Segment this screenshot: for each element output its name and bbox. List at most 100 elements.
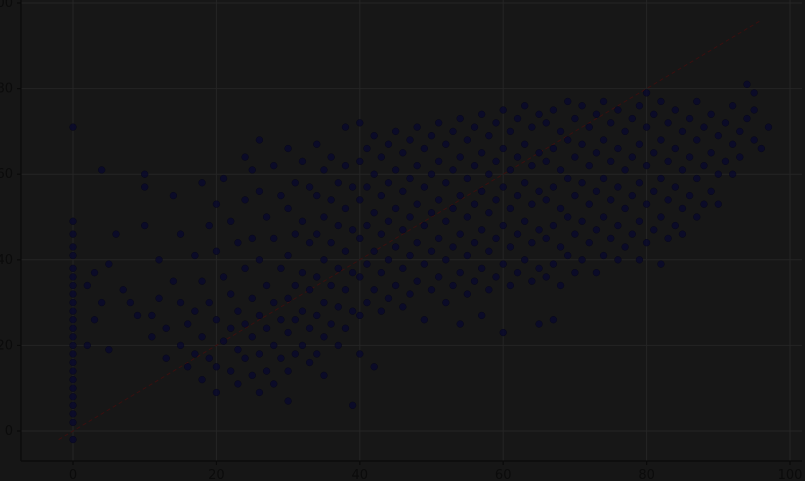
data-point [614,256,622,264]
data-point [513,230,522,238]
data-point [341,161,350,170]
data-point [98,166,106,174]
data-point [370,363,378,371]
data-point [528,277,536,285]
data-point [478,149,486,157]
data-point [427,170,436,178]
data-point [176,341,185,350]
data-point [212,363,221,371]
y-tick-label: 40 [0,253,13,268]
data-point [69,307,77,315]
data-point [635,217,644,225]
data-point [212,247,221,255]
data-point [736,127,744,136]
data-point [728,140,737,148]
data-point [291,316,299,324]
data-point [341,247,350,255]
data-point [542,119,550,127]
data-point [578,217,586,225]
data-point [277,354,285,362]
data-point [284,144,292,153]
data-point [585,123,593,131]
data-point [499,260,507,268]
data-point [420,144,428,153]
data-point [485,209,493,217]
data-point [599,174,608,183]
data-point [313,140,321,148]
data-point [657,260,665,268]
data-point [133,311,142,320]
data-point [693,213,701,221]
data-point [571,153,579,161]
data-point [327,320,335,328]
data-point [334,264,342,273]
data-point [392,204,400,213]
data-point [313,350,321,358]
data-point [262,367,271,375]
data-point [69,298,77,307]
data-point [700,200,708,208]
data-point [542,234,550,243]
data-point [628,153,636,161]
data-point [184,320,192,328]
data-point [356,311,364,320]
data-point [607,196,615,204]
data-point [728,170,737,178]
data-point [542,157,550,166]
data-point [685,114,694,123]
data-point [420,183,428,191]
data-point [198,333,206,341]
data-point [492,234,500,243]
data-point [277,264,285,273]
data-point [341,324,350,332]
data-point [284,328,292,337]
data-point [277,191,285,200]
data-point [212,388,221,397]
data-point [191,307,199,315]
data-point [248,371,256,380]
data-point [442,140,450,148]
data-point [435,157,443,166]
data-point [463,174,472,183]
data-point [69,435,77,444]
data-point [657,174,665,183]
data-point [162,324,170,332]
data-point [298,217,307,225]
data-point [442,217,450,225]
data-point [69,350,77,358]
data-point [212,316,221,324]
data-point [255,256,264,264]
data-point [506,281,515,290]
data-point [435,196,443,204]
data-point [449,166,457,174]
data-point [714,170,722,178]
data-point [549,221,558,230]
data-point [363,144,371,153]
data-point [284,397,292,405]
data-point [578,140,586,148]
data-point [241,320,249,328]
data-point [205,221,213,230]
data-point [478,226,486,234]
data-point [413,239,421,247]
data-point [370,286,378,294]
data-point [528,200,536,208]
data-point [435,119,443,127]
data-point [148,333,156,341]
data-point [506,166,515,174]
data-point [728,102,737,110]
data-point [685,153,694,161]
data-point [556,127,565,136]
data-point [549,144,558,153]
data-point [105,260,113,268]
data-point [492,196,500,204]
data-point [664,196,672,204]
data-point [69,281,77,290]
data-point [205,298,213,307]
data-point [642,161,651,170]
data-point [585,200,593,208]
data-point [549,316,558,324]
data-point [463,290,472,298]
data-point [227,217,235,225]
data-point [363,221,371,230]
